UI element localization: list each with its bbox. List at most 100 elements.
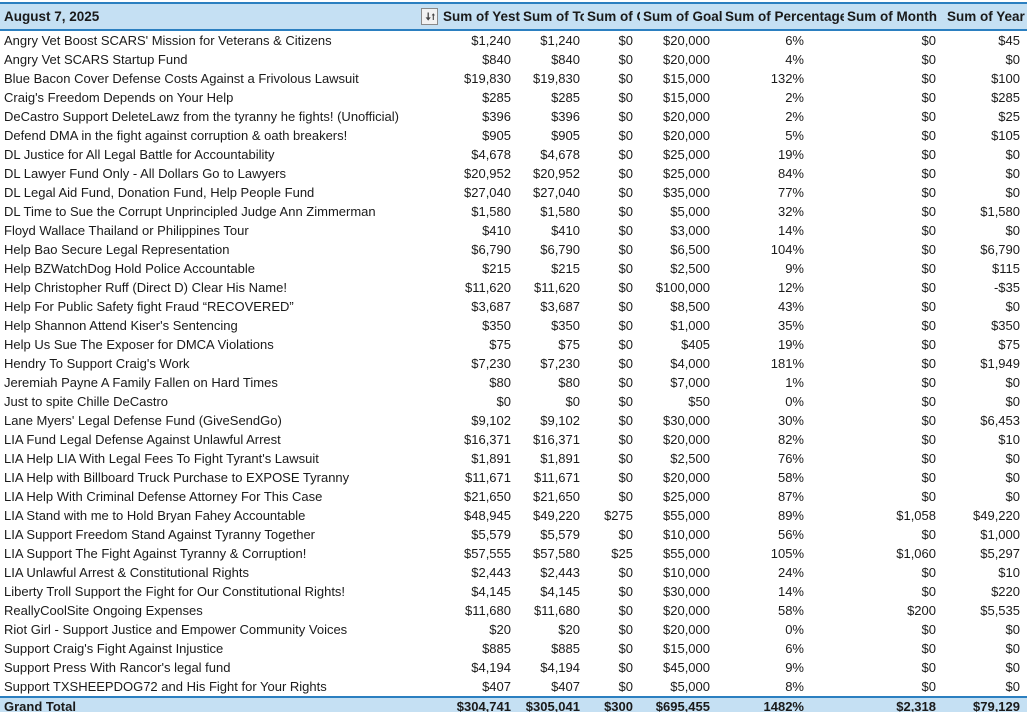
value-cell[interactable]: $0	[921, 128, 936, 143]
value-cell[interactable]: $0	[921, 261, 936, 276]
value-cell[interactable]: $0	[618, 204, 633, 219]
value-cell[interactable]: $0	[618, 584, 633, 599]
value-cell[interactable]: $407	[482, 679, 511, 694]
row-label[interactable]: Help Christopher Ruff (Direct D) Clear H…	[4, 280, 287, 295]
value-cell[interactable]: $0	[618, 261, 633, 276]
value-cell[interactable]: 35%	[777, 318, 804, 333]
value-cell[interactable]: $0	[618, 394, 633, 409]
value-cell[interactable]: $6,453	[980, 413, 1020, 428]
value-cell[interactable]: $7,230	[471, 356, 511, 371]
value-cell[interactable]: $5,579	[471, 527, 511, 542]
value-cell[interactable]: 9%	[785, 660, 804, 675]
value-cell[interactable]: $20,000	[663, 470, 710, 485]
value-cell[interactable]: $275	[604, 508, 633, 523]
value-cell[interactable]: $25	[611, 546, 633, 561]
value-cell[interactable]: 14%	[777, 584, 804, 599]
value-cell[interactable]: $0	[921, 356, 936, 371]
value-cell[interactable]: $48,945	[464, 508, 511, 523]
value-cell[interactable]: 76%	[777, 451, 804, 466]
value-cell[interactable]: $0	[1005, 299, 1020, 314]
value-cell[interactable]: 56%	[777, 527, 804, 542]
value-cell[interactable]: $0	[618, 679, 633, 694]
value-cell[interactable]: $0	[1005, 394, 1020, 409]
value-cell[interactable]: $0	[921, 584, 936, 599]
row-label[interactable]: LIA Fund Legal Defense Against Unlawful …	[4, 432, 281, 447]
value-cell[interactable]: $0	[1005, 147, 1020, 162]
col-header-goal[interactable]: Sum of Goal	[643, 9, 722, 24]
value-cell[interactable]: $0	[618, 52, 633, 67]
value-cell[interactable]: $0	[921, 432, 936, 447]
value-cell[interactable]: $35,000	[663, 185, 710, 200]
value-cell[interactable]: $1,058	[896, 508, 936, 523]
value-cell[interactable]: $3,687	[540, 299, 580, 314]
value-cell[interactable]: $0	[921, 185, 936, 200]
value-cell[interactable]: $0	[921, 375, 936, 390]
value-cell[interactable]: $11,671	[533, 470, 580, 485]
grand-total-today[interactable]: $305,041	[525, 699, 580, 712]
value-cell[interactable]: 84%	[777, 166, 804, 181]
grand-total-label[interactable]: Grand Total	[4, 699, 76, 712]
row-label[interactable]: Angry Vet Boost SCARS' Mission for Veter…	[4, 33, 332, 48]
value-cell[interactable]: $0	[618, 489, 633, 504]
value-cell[interactable]: $410	[482, 223, 511, 238]
value-cell[interactable]: $4,678	[471, 147, 511, 162]
value-cell[interactable]: 19%	[777, 337, 804, 352]
value-cell[interactable]: $350	[482, 318, 511, 333]
value-cell[interactable]: $0	[618, 109, 633, 124]
value-cell[interactable]: $0	[618, 356, 633, 371]
value-cell[interactable]: $19,830	[533, 71, 580, 86]
value-cell[interactable]: $840	[482, 52, 511, 67]
row-label[interactable]: Support Press With Rancor's legal fund	[4, 660, 231, 675]
value-cell[interactable]: $0	[618, 128, 633, 143]
value-cell[interactable]: $11,620	[464, 280, 511, 295]
value-cell[interactable]: $0	[618, 413, 633, 428]
value-cell[interactable]: $0	[921, 394, 936, 409]
value-cell[interactable]: $905	[551, 128, 580, 143]
value-cell[interactable]: $4,194	[471, 660, 511, 675]
value-cell[interactable]: $20	[558, 622, 580, 637]
value-cell[interactable]: $0	[921, 223, 936, 238]
value-cell[interactable]: $25,000	[663, 166, 710, 181]
col-header-year[interactable]: Sum of Year	[947, 9, 1025, 24]
row-label[interactable]: Craig's Freedom Depends on Your Help	[4, 90, 234, 105]
value-cell[interactable]: $885	[482, 641, 511, 656]
value-cell[interactable]: $1,949	[980, 356, 1020, 371]
value-cell[interactable]: $11,680	[533, 603, 580, 618]
value-cell[interactable]: $6,790	[540, 242, 580, 257]
value-cell[interactable]: 30%	[777, 413, 804, 428]
value-cell[interactable]: $27,040	[464, 185, 511, 200]
value-cell[interactable]: $4,145	[471, 584, 511, 599]
value-cell[interactable]: 1%	[785, 375, 804, 390]
row-label[interactable]: Help For Public Safety fight Fraud “RECO…	[4, 299, 294, 314]
value-cell[interactable]: 104%	[770, 242, 804, 257]
value-cell[interactable]: 5%	[785, 128, 804, 143]
value-cell[interactable]: $19,830	[464, 71, 511, 86]
value-cell[interactable]: 77%	[777, 185, 804, 200]
row-label[interactable]: Floyd Wallace Thailand or Philippines To…	[4, 223, 249, 238]
value-cell[interactable]: $7,230	[540, 356, 580, 371]
value-cell[interactable]: $0	[1005, 375, 1020, 390]
value-cell[interactable]: $0	[496, 394, 511, 409]
value-cell[interactable]: $3,687	[471, 299, 511, 314]
value-cell[interactable]: $6,500	[670, 242, 710, 257]
value-cell[interactable]: $0	[921, 318, 936, 333]
value-cell[interactable]: 6%	[785, 641, 804, 656]
value-cell[interactable]: $100,000	[655, 280, 710, 295]
value-cell[interactable]: $16,371	[533, 432, 580, 447]
value-cell[interactable]: $115	[992, 261, 1020, 276]
value-cell[interactable]: $0	[1005, 451, 1020, 466]
value-cell[interactable]: $0	[1005, 223, 1020, 238]
value-cell[interactable]: 43%	[777, 299, 804, 314]
value-cell[interactable]: $9,102	[540, 413, 580, 428]
value-cell[interactable]: 0%	[785, 394, 804, 409]
value-cell[interactable]: $200	[907, 603, 936, 618]
value-cell[interactable]: $0	[921, 527, 936, 542]
value-cell[interactable]: 105%	[770, 546, 804, 561]
value-cell[interactable]: $0	[921, 109, 936, 124]
col-header-yesterday[interactable]: Sum of Yeste	[443, 9, 520, 24]
value-cell[interactable]: $0	[618, 432, 633, 447]
row-label[interactable]: Hendry To Support Craig's Work	[4, 356, 190, 371]
value-cell[interactable]: $0	[921, 204, 936, 219]
value-cell[interactable]: $0	[921, 565, 936, 580]
value-cell[interactable]: $1,580	[471, 204, 511, 219]
